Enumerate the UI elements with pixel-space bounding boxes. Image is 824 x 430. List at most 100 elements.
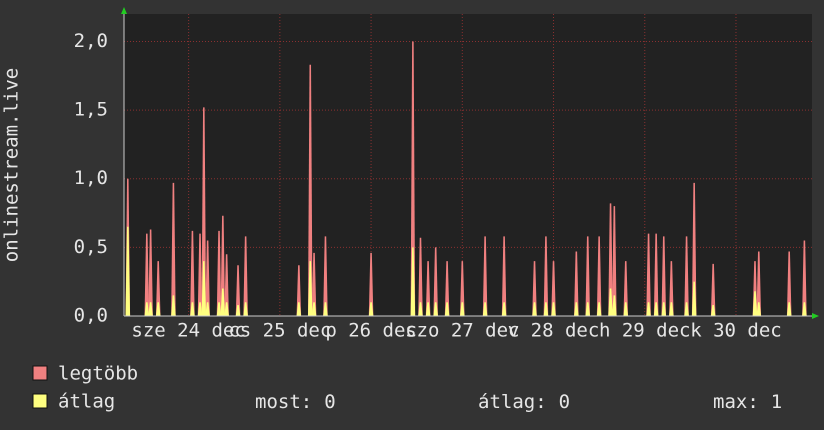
- spike: [307, 261, 313, 316]
- spike: [608, 288, 613, 316]
- spike: [543, 236, 549, 316]
- x-tick-label: k 30 dec: [690, 320, 782, 342]
- spike: [661, 302, 667, 316]
- spike: [574, 251, 579, 316]
- spike: [786, 251, 792, 316]
- spike: [425, 302, 431, 316]
- y-tick-label: 1,5: [74, 99, 108, 121]
- y-tick-label: 0,5: [74, 236, 108, 258]
- stat-value: 1: [771, 391, 782, 413]
- spike: [612, 295, 617, 316]
- stat: max: 1: [713, 391, 782, 413]
- spike: [482, 236, 488, 316]
- spike: [752, 291, 758, 316]
- spike: [171, 295, 176, 316]
- spike: [433, 247, 438, 316]
- stat-label: most:: [255, 391, 312, 413]
- spike: [623, 261, 629, 316]
- spike: [148, 302, 153, 316]
- axis-arrow: [812, 313, 819, 319]
- spike: [501, 302, 507, 316]
- stat-value: 0: [324, 391, 335, 413]
- spike: [311, 252, 317, 316]
- spike: [311, 302, 317, 316]
- stat-value: 0: [559, 391, 570, 413]
- spike: [661, 236, 667, 316]
- legend-label: legtöbb: [58, 363, 138, 385]
- x-tick-label: p 26 dec: [325, 320, 417, 342]
- legend-swatch: [32, 365, 48, 381]
- spike: [786, 302, 792, 316]
- spike: [323, 236, 328, 316]
- spike: [646, 302, 651, 316]
- spike: [235, 265, 241, 316]
- spike: [243, 302, 248, 316]
- axis-arrow: [121, 7, 127, 14]
- spike: [323, 302, 328, 316]
- spike: [368, 302, 374, 316]
- spike: [220, 215, 226, 316]
- spike: [410, 247, 416, 316]
- spike: [148, 229, 153, 316]
- spike: [235, 305, 241, 316]
- spike: [669, 302, 674, 316]
- spike: [710, 263, 716, 316]
- spike: [410, 41, 416, 317]
- spike: [307, 64, 313, 316]
- spike: [296, 265, 302, 316]
- spike: [543, 302, 549, 316]
- spike: [155, 261, 161, 316]
- spike: [574, 302, 579, 316]
- y-tick-label: 0,0: [74, 305, 108, 327]
- spike: [551, 261, 556, 316]
- spike: [482, 302, 488, 316]
- spike: [585, 236, 591, 316]
- spike: [216, 302, 222, 316]
- stat: most: 0: [255, 391, 336, 413]
- spike: [756, 302, 762, 316]
- x-tick-label: v 28 dec: [508, 320, 600, 342]
- spike: [418, 302, 423, 316]
- y-tick-label: 1,0: [74, 167, 108, 189]
- legend-label: átlag: [58, 391, 115, 413]
- legend-swatch: [32, 393, 48, 409]
- spike: [653, 302, 659, 316]
- spike: [532, 302, 537, 316]
- spike: [224, 302, 229, 316]
- spike: [243, 236, 248, 316]
- spike: [623, 302, 629, 316]
- spike: [368, 252, 374, 316]
- spike: [205, 302, 210, 316]
- spike: [190, 230, 195, 316]
- spike: [425, 261, 431, 316]
- spike: [612, 206, 617, 316]
- spike: [691, 182, 697, 316]
- spike: [460, 261, 465, 316]
- spike: [501, 236, 507, 316]
- spike: [197, 302, 203, 316]
- spike: [171, 182, 176, 316]
- spike: [224, 254, 229, 316]
- spike: [433, 302, 438, 316]
- spike: [418, 237, 423, 316]
- spike: [444, 261, 450, 316]
- spike: [216, 230, 222, 316]
- spike: [585, 302, 591, 316]
- spike: [125, 226, 131, 316]
- spike: [201, 107, 207, 316]
- spike: [144, 302, 150, 316]
- spike: [532, 261, 537, 316]
- stat-label: max:: [713, 391, 759, 413]
- x-tick-label: sze 24 dec: [131, 320, 245, 342]
- spike: [201, 261, 207, 316]
- spike: [205, 240, 210, 316]
- spike: [197, 233, 203, 316]
- spike: [691, 281, 697, 316]
- spike: [190, 302, 195, 316]
- spike: [653, 233, 659, 316]
- spike: [460, 302, 465, 316]
- spike: [802, 240, 807, 316]
- spike: [155, 302, 161, 316]
- spike: [596, 302, 602, 316]
